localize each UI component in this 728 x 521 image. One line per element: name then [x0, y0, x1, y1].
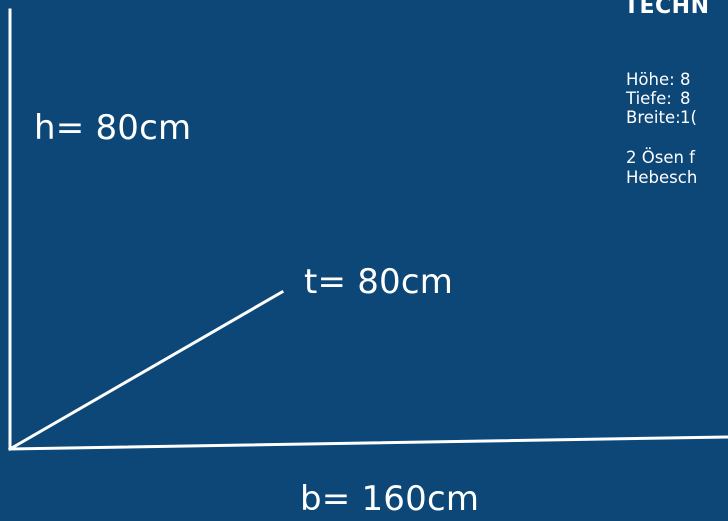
- spec-value: 8: [680, 70, 691, 89]
- spec-key: Höhe:: [626, 70, 675, 89]
- spec-row-width: Breite:1(: [626, 108, 697, 127]
- spec-value: 8: [680, 89, 691, 108]
- specs-list: Höhe: 8 Tiefe: 8 Breite:1(: [626, 70, 697, 127]
- spec-key: Tiefe:: [626, 89, 672, 108]
- depth-label: t= 80cm: [304, 262, 454, 302]
- spec-note-line: 2 Ösen f: [626, 148, 695, 167]
- spec-value: 1(: [680, 108, 697, 127]
- spec-row-height: Höhe: 8: [626, 70, 697, 89]
- height-label: h= 80cm: [34, 108, 192, 148]
- spec-row-depth: Tiefe: 8: [626, 89, 697, 108]
- width-label: b= 160cm: [300, 479, 480, 519]
- spec-key: Breite:: [626, 108, 681, 127]
- specs-title: TECHN: [624, 0, 710, 19]
- spec-note-line: Hebesch: [626, 168, 698, 187]
- width-axis: [8, 435, 728, 451]
- depth-axis: [7, 289, 285, 452]
- specs-note: 2 Ösen f Hebesch: [626, 148, 697, 188]
